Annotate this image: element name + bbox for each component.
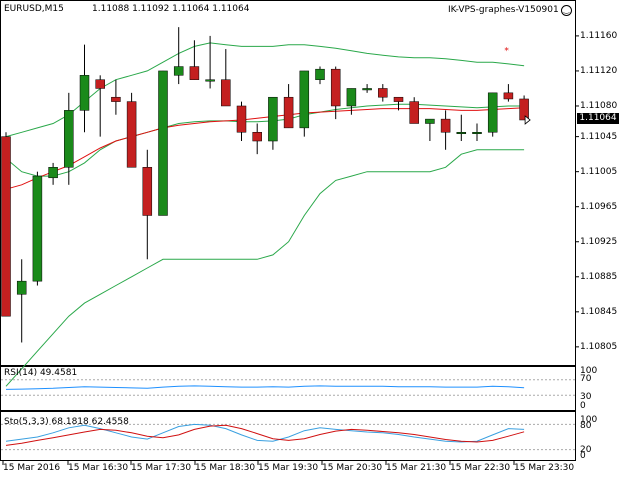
time-axis-label: 15 Mar 19:30 bbox=[258, 463, 319, 473]
bear-candle bbox=[378, 88, 388, 98]
signal-star-icon: * bbox=[504, 46, 509, 56]
moving-average-line bbox=[5, 107, 525, 190]
indicator-name-label: IK-VPS-graphes-V150901 bbox=[448, 5, 559, 15]
stoch-level-80: 80 bbox=[580, 421, 592, 431]
rsi-line bbox=[5, 385, 525, 390]
bear-candle bbox=[95, 79, 105, 89]
bull-candle bbox=[425, 118, 435, 124]
time-axis-label: 15 Mar 18:30 bbox=[195, 463, 256, 473]
bear-candle bbox=[126, 101, 137, 168]
time-axis-label: 15 Mar 23:30 bbox=[514, 463, 575, 473]
price-scale-label: 1.10925 bbox=[580, 236, 618, 247]
bear-candle bbox=[519, 98, 529, 121]
bull-candle bbox=[315, 68, 325, 80]
bull-candle bbox=[472, 132, 482, 135]
time-axis-label: 15 Mar 22:30 bbox=[450, 463, 511, 473]
bear-candle bbox=[409, 101, 419, 124]
symbol-timeframe-label: EURUSD,M15 bbox=[4, 4, 64, 14]
upper-band-line bbox=[5, 42, 525, 138]
rsi-level-30: 30 bbox=[580, 392, 592, 402]
bull-candle bbox=[268, 96, 278, 142]
time-axis-label: 15 Mar 20:30 bbox=[322, 463, 383, 473]
price-scale-label: 1.11045 bbox=[580, 131, 618, 142]
bear-candle bbox=[111, 96, 121, 102]
price-scale-label: 1.10805 bbox=[580, 341, 618, 352]
bull-candle bbox=[173, 66, 184, 76]
bear-candle bbox=[236, 105, 247, 133]
bear-candle bbox=[142, 167, 153, 216]
bull-candle bbox=[487, 92, 498, 133]
bull-candle bbox=[64, 110, 74, 168]
price-scale-label: 1.10845 bbox=[580, 306, 618, 317]
rsi-label: RSI(14) 49.4581 bbox=[4, 368, 78, 378]
bull-candle bbox=[32, 175, 43, 282]
stochastic-panel[interactable] bbox=[0, 411, 576, 461]
bull-candle bbox=[16, 280, 27, 295]
bull-candle bbox=[79, 75, 90, 111]
bull-candle bbox=[48, 167, 58, 179]
bear-candle bbox=[283, 96, 294, 129]
price-scale-label: 1.11005 bbox=[580, 166, 618, 177]
bull-candle bbox=[346, 88, 357, 107]
rsi-panel[interactable] bbox=[0, 366, 576, 411]
bull-candle bbox=[362, 88, 372, 91]
ohlc-label: 1.11088 1.11092 1.11064 1.11064 bbox=[92, 4, 250, 14]
stoch-level-20: 20 bbox=[580, 445, 592, 455]
price-scale-label: 1.11120 bbox=[580, 65, 618, 76]
price-scale-label: 1.11080 bbox=[580, 100, 618, 111]
bear-candle bbox=[221, 79, 231, 107]
stochastic-label: Sto(5,3,3) 68.1818 62.4558 bbox=[4, 417, 129, 427]
bear-candle bbox=[393, 96, 404, 102]
smiley-icon: ‿ bbox=[561, 5, 572, 16]
price-scale-label: 1.11160 bbox=[580, 30, 618, 41]
price-scale-label: 1.10965 bbox=[580, 201, 618, 212]
current-price-arrow bbox=[524, 115, 531, 125]
bull-candle bbox=[299, 70, 310, 129]
bear-candle bbox=[503, 92, 514, 100]
bear-candle bbox=[189, 66, 200, 80]
time-axis-label: 15 Mar 16:30 bbox=[68, 463, 129, 473]
lower-band-line bbox=[5, 149, 525, 387]
time-axis-label: 15 Mar 2016 bbox=[3, 463, 61, 473]
price-chart-panel[interactable] bbox=[0, 0, 576, 366]
stoch-level-100: 100 bbox=[580, 415, 598, 425]
rsi-level-100: 100 bbox=[580, 366, 598, 376]
bear-candle bbox=[440, 118, 451, 133]
stoch-level-0: 0 bbox=[580, 451, 586, 461]
time-axis-label: 15 Mar 17:30 bbox=[131, 463, 192, 473]
middle-band-line bbox=[5, 103, 525, 177]
bear-candle bbox=[330, 68, 341, 107]
bull-candle bbox=[456, 132, 467, 135]
stoch-main-line bbox=[5, 423, 525, 443]
bull-candle bbox=[158, 70, 168, 216]
bear-candle bbox=[252, 132, 262, 142]
price-scale-label: 1.10885 bbox=[580, 271, 618, 282]
time-axis-label: 15 Mar 21:30 bbox=[386, 463, 447, 473]
bear-candle bbox=[1, 136, 11, 317]
stoch-signal-line bbox=[5, 424, 525, 446]
rsi-level-0: 0 bbox=[580, 401, 586, 411]
current-price-tag: 1.11064 bbox=[577, 113, 619, 124]
rsi-level-70: 70 bbox=[580, 374, 592, 384]
bull-candle bbox=[205, 79, 215, 82]
